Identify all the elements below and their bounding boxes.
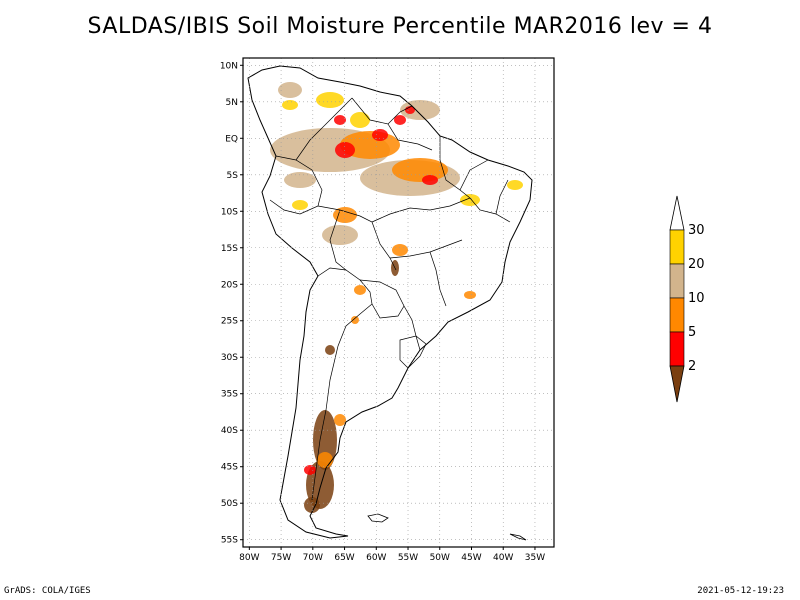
latitude-tick-label: 10N xyxy=(220,61,238,71)
percentile-patch xyxy=(507,180,523,190)
longitude-tick-label: 40W xyxy=(493,553,513,563)
country-borders xyxy=(269,97,511,501)
colorbar-level-label: 30 xyxy=(688,223,705,238)
footer-credit: GrADS: COLA/IGES xyxy=(4,586,91,596)
percentile-patch xyxy=(278,82,302,98)
latitude-tick-label: 50S xyxy=(221,499,238,509)
longitude-tick-label: 80W xyxy=(239,553,259,563)
colorbar-level-label: 2 xyxy=(688,359,696,374)
longitude-tick-label: 35W xyxy=(525,553,545,563)
percentile-patch xyxy=(422,175,438,185)
longitude-tick-label: 45W xyxy=(461,553,481,563)
latitude-tick-label: 15S xyxy=(221,244,238,254)
latitude-tick-labels: 10N 5N EQ 5S 10S 15S 20S 25S 30S 35S 40S 45S 50S 55S xyxy=(220,61,243,546)
colorbar-segment xyxy=(669,331,685,367)
percentile-patch xyxy=(317,452,333,468)
latitude-tick-label: 25S xyxy=(221,317,238,327)
colorbar-top-arrow xyxy=(669,195,685,231)
percentile-patch xyxy=(316,92,344,108)
percentile-patch xyxy=(304,465,316,475)
latitude-tick-label: 30S xyxy=(221,353,238,363)
map-background xyxy=(243,58,554,547)
latitude-tick-label: 10S xyxy=(221,207,238,217)
longitude-tick-label: 65W xyxy=(334,553,354,563)
latitude-tick-label: 5N xyxy=(226,98,238,108)
colorbar-level-label: 10 xyxy=(688,291,705,306)
percentile-patch xyxy=(304,497,320,513)
latitude-tick-label: EQ xyxy=(225,134,238,144)
map-gridlines xyxy=(243,58,554,547)
longitude-tick-label: 50W xyxy=(430,553,450,563)
latitude-tick-label: 35S xyxy=(221,390,238,400)
map-title: SALDAS/IBIS Soil Moisture Percentile MAR… xyxy=(87,14,713,39)
colorbar-level-label: 20 xyxy=(688,257,705,272)
longitude-tick-label: 60W xyxy=(366,553,386,563)
colorbar-segment xyxy=(669,229,685,265)
footer-timestamp: 2021-05-12-19:23 xyxy=(697,586,784,596)
latitude-tick-label: 40S xyxy=(221,426,238,436)
percentile-patch xyxy=(292,200,308,210)
percentile-patch xyxy=(334,115,346,125)
longitude-tick-labels: 80W 75W 70W 65W 60W 55W 50W 45W 40W 35W xyxy=(239,547,545,563)
percentile-patch xyxy=(372,129,388,141)
latitude-tick-label: 5S xyxy=(227,171,239,181)
percentile-patches xyxy=(270,82,523,513)
colorbar-bottom-arrow xyxy=(669,365,685,403)
longitude-tick-label: 70W xyxy=(303,553,323,563)
latitude-tick-label: 20S xyxy=(221,280,238,290)
colorbar-segment xyxy=(669,263,685,299)
percentile-patch xyxy=(325,345,335,355)
percentile-patch xyxy=(322,225,358,245)
map-panel: 10N5NEQ5S10S15S20S25S30S35S40S45S50S55S … xyxy=(220,57,555,563)
percentile-patch xyxy=(400,100,440,120)
percentile-patch xyxy=(284,172,316,188)
south-georgia-island xyxy=(509,533,527,541)
percentile-patch xyxy=(335,142,355,158)
colorbar-level-label: 5 xyxy=(688,325,696,340)
percentile-patch xyxy=(392,244,408,256)
latitude-tick-label: 45S xyxy=(221,463,238,473)
colorbar: 30 20 10 5 2 xyxy=(669,195,705,403)
percentile-patch xyxy=(354,285,366,295)
percentile-patch xyxy=(351,316,359,324)
latitude-tick-label: 55S xyxy=(221,536,238,546)
percentile-patch xyxy=(394,115,406,125)
percentile-patch xyxy=(350,112,370,128)
percentile-patch xyxy=(334,414,346,426)
longitude-tick-label: 75W xyxy=(271,553,291,563)
percentile-patch xyxy=(282,100,298,110)
map-frame xyxy=(242,57,555,548)
percentile-patch xyxy=(460,194,480,206)
colorbar-segment xyxy=(669,297,685,333)
percentile-patch xyxy=(464,291,476,299)
longitude-tick-label: 55W xyxy=(398,553,418,563)
